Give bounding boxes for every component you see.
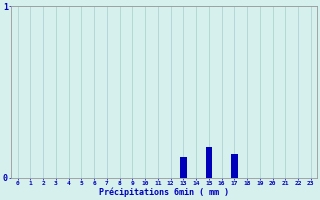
Bar	[180, 157, 187, 178]
Bar	[231, 154, 237, 178]
X-axis label: Précipitations 6min ( mm ): Précipitations 6min ( mm )	[99, 188, 229, 197]
Bar	[206, 147, 212, 178]
